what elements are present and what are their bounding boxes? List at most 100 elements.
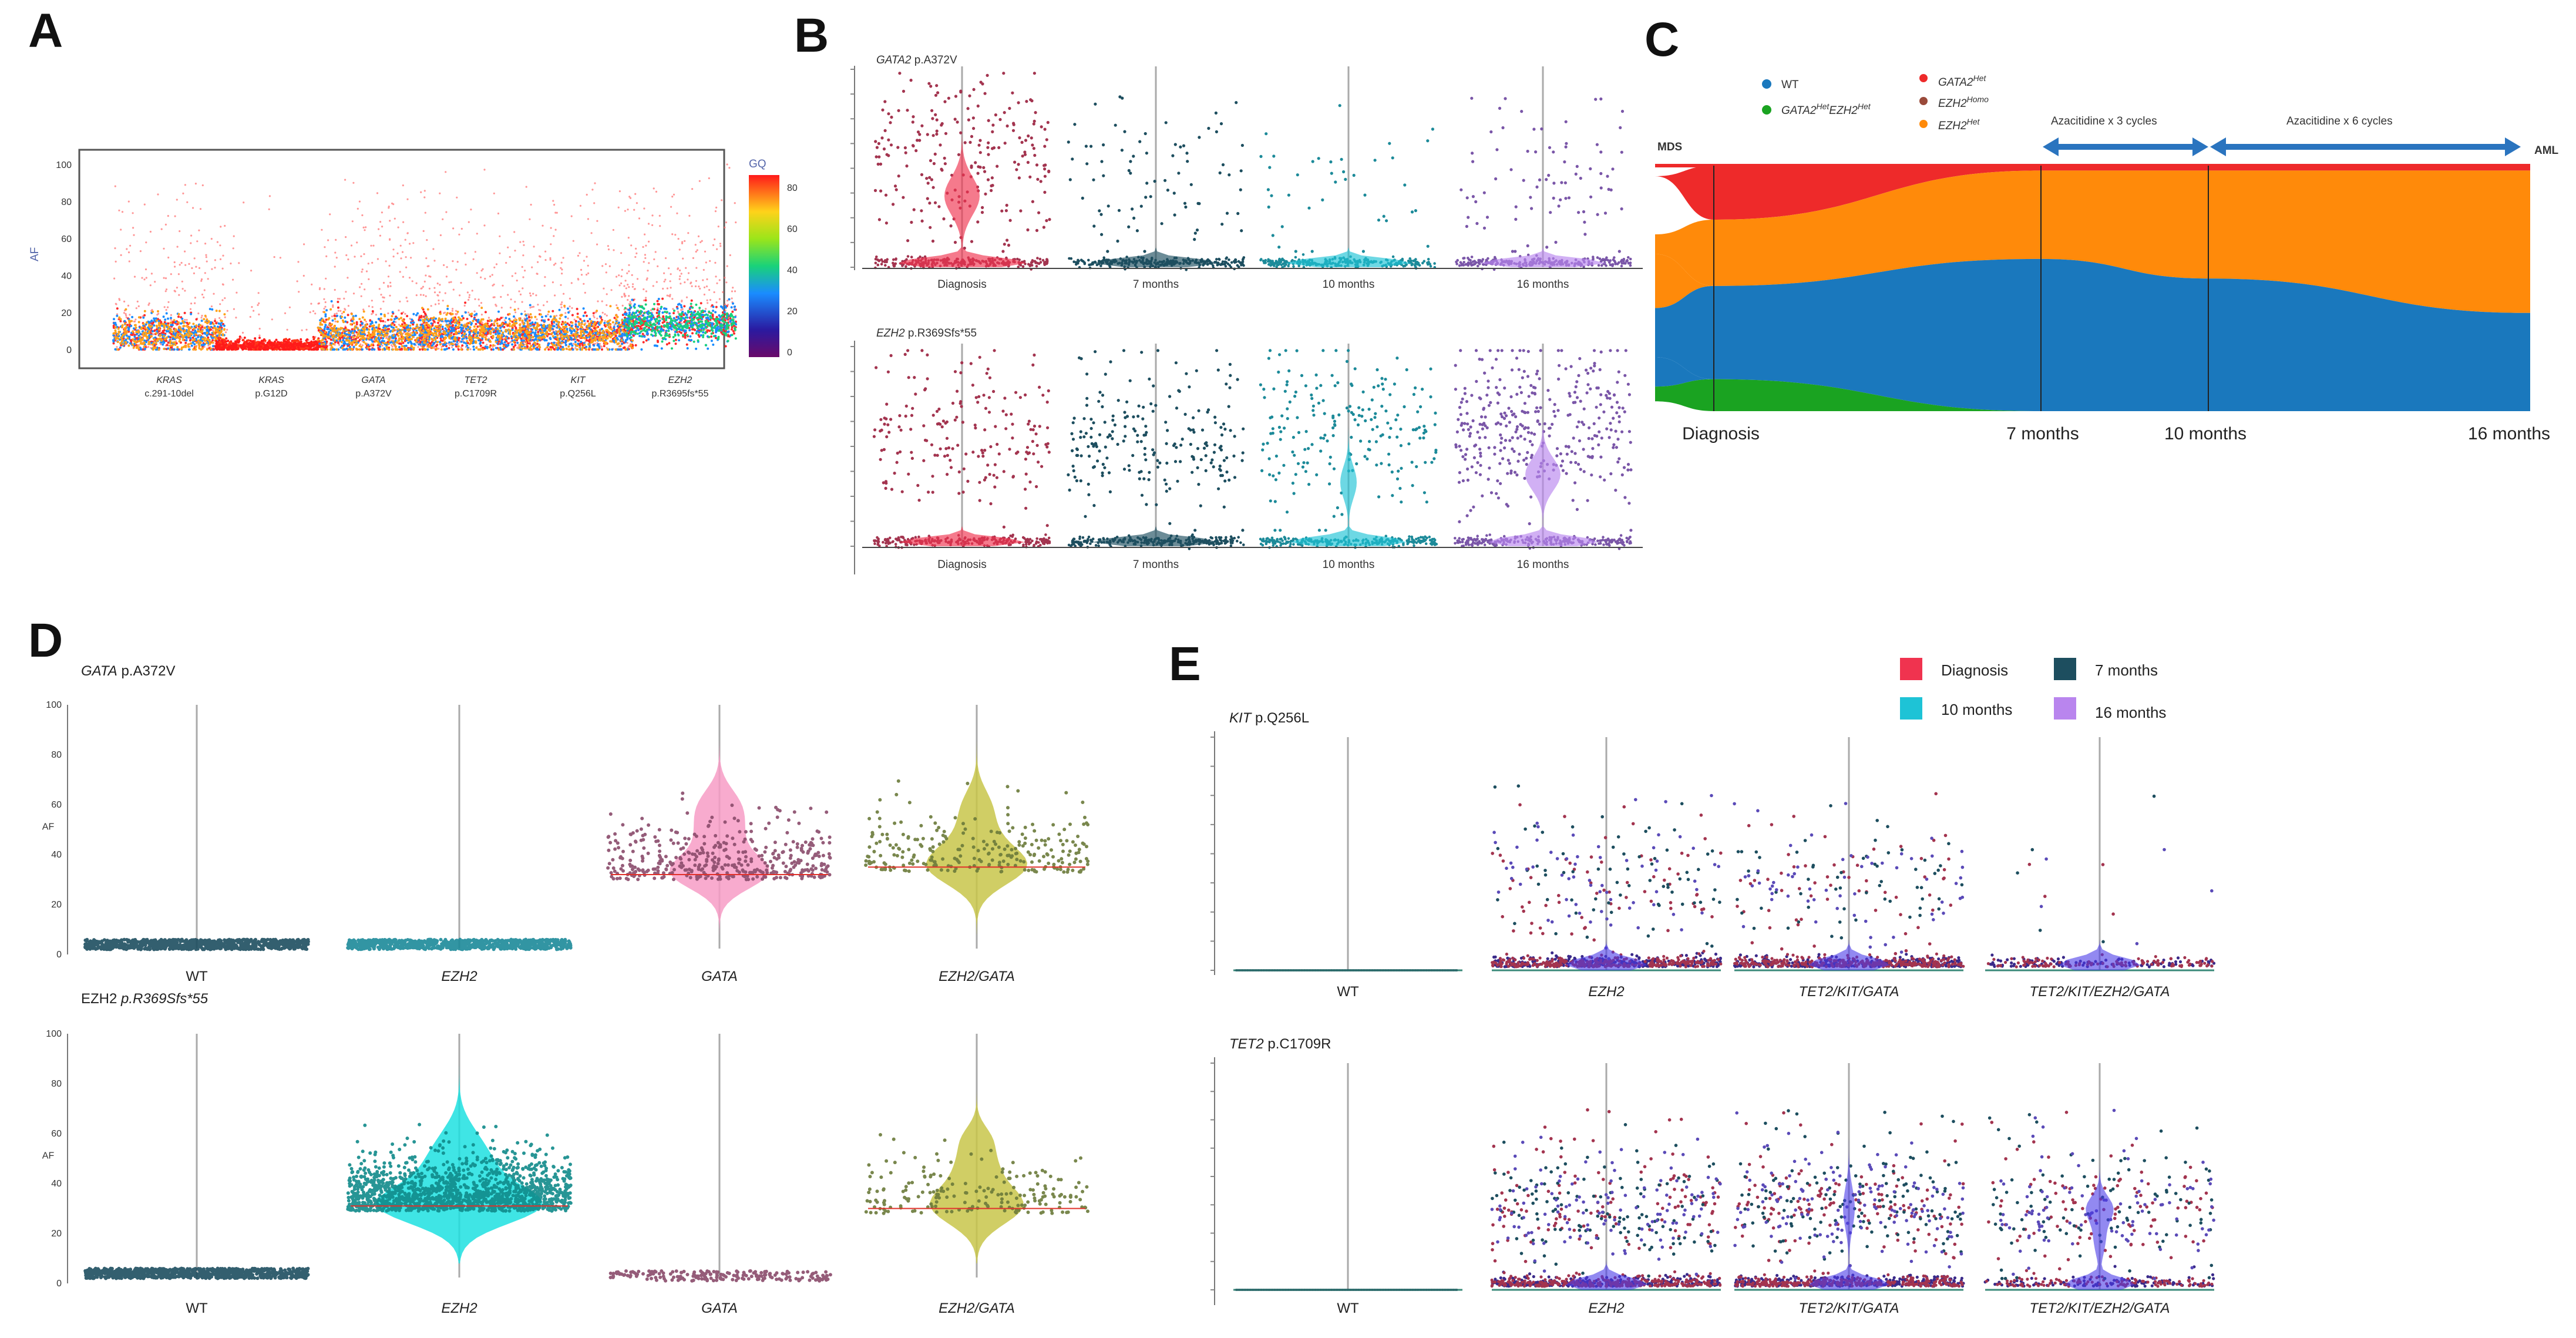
panel-b-scatter-dots <box>1459 96 1625 253</box>
panel-a-band-red-5 <box>623 297 737 348</box>
panel-b-xlabel: 10 months <box>1323 559 1375 571</box>
panel-e-dots-diag <box>1736 792 1953 956</box>
panel-d-dots <box>83 937 310 952</box>
legend-wt: WT <box>1781 79 1799 91</box>
panel-d-xlabel: EZH2/GATA <box>939 969 1015 984</box>
panel-d-xlabel: EZH2 <box>441 969 477 984</box>
panel-d-xlabel: WT <box>186 969 208 984</box>
legend-gata-ezh2: GATA2HetEZH2Het <box>1781 102 1871 117</box>
panel-e-top-plot: WT EZH2 TET2/KIT/GATA TET2/KIT/EZH2/GATA <box>1210 737 2216 1000</box>
panel-e-dots-7m <box>1493 784 1721 948</box>
panel-b-baseline-dots <box>1067 533 1245 550</box>
panel-a-xlabel-variant: p.A372V <box>355 389 392 399</box>
panel-a-dots <box>112 163 737 351</box>
panel-a-xlabel-variant: p.R3695fs*55 <box>652 389 709 399</box>
panel-d-xlabel: WT <box>186 1300 208 1316</box>
panel-a-band-red-4 <box>521 308 635 351</box>
mds-label: MDS <box>1657 141 1682 153</box>
fish-wt-band <box>1655 258 2530 411</box>
panel-b-xlabel: 16 months <box>1517 278 1569 291</box>
panel-e-dots-7m <box>1491 1123 1719 1278</box>
panel-e-base-dots <box>1734 1269 1964 1288</box>
colorbar-title: GQ <box>749 158 766 170</box>
treatment-1-label: Azacitidine x 3 cycles <box>2051 115 2157 127</box>
panel-a: A AF 0 20 40 60 80 100 KRAS c.291-10del KRAS p.G… <box>28 4 798 399</box>
panel-a-band-mix-2 <box>317 308 431 351</box>
panel-d: D GATA p.A372V EZH2 p.R369Sfs*55 AF 0 20 40… <box>28 614 1090 1316</box>
panel-b-letter: B <box>794 9 829 62</box>
panel-c-xlabels: Diagnosis 7 months 10 months 16 months <box>1682 424 2550 443</box>
panel-a-ytick: 60 <box>61 234 72 244</box>
panel-c-xlabel: 16 months <box>2468 424 2550 443</box>
panel-a-xlabel-gene: EZH2 <box>668 375 692 385</box>
panel-b-scatter-dots <box>1454 349 1633 532</box>
panel-d-bottom-title: EZH2 p.R369Sfs*55 <box>81 991 208 1007</box>
panel-e-xlabel: TET2/KIT/GATA <box>1798 984 1899 1000</box>
legend-7months-swatch <box>2054 658 2076 680</box>
panel-e-bottom-title: TET2 p.C1709R <box>1229 1036 1331 1052</box>
panel-a-ytick: 100 <box>56 160 72 170</box>
panel-e-bottom-plot: WT EZH2 TET2/KIT/GATA TET2/KIT/EZH2/GATA <box>1210 1063 2215 1316</box>
panel-c-xlabel: Diagnosis <box>1682 424 1760 443</box>
panel-e-top-title: KIT p.Q256L <box>1229 710 1309 726</box>
panel-d-ytick: 20 <box>51 1229 62 1239</box>
colorbar <box>749 175 779 357</box>
legend-10months: 10 months <box>1941 701 2012 718</box>
panel-c-xlabel: 10 months <box>2164 424 2247 443</box>
panel-e-base-dots <box>1491 1270 1721 1288</box>
panel-a-band-red-2 <box>317 301 431 351</box>
treatment-2-label: Azacitidine x 6 cycles <box>2286 115 2393 127</box>
panel-d-ytick: 80 <box>51 750 62 760</box>
panel-a-xlabel-variant: p.Q256L <box>560 389 596 399</box>
panel-e-xlabel: EZH2 <box>1588 984 1624 1000</box>
panel-a-ytick: 40 <box>61 271 72 281</box>
legend-10months-swatch <box>1900 697 1922 720</box>
panel-a-ylabel: AF <box>29 247 41 261</box>
panel-a-band-mix-3 <box>419 305 533 351</box>
treatment-2-arrow <box>2210 137 2521 156</box>
panel-e-base-dots <box>1985 1269 2214 1288</box>
aml-label: AML <box>2534 144 2559 157</box>
panel-e-base-dots <box>1989 953 2216 969</box>
panel-d-dots <box>864 779 1090 874</box>
panel-a-xlabel-gene: KRAS <box>258 375 284 385</box>
panel-a-band-blue-2 <box>317 300 431 351</box>
panel-a-band-mix-4 <box>521 304 634 351</box>
panel-e-xlabel: TET2/KIT/EZH2/GATA <box>2029 1300 2170 1316</box>
panel-b-bottom-title: EZH2 p.R369Sfs*55 <box>876 327 977 339</box>
colorbar-tick: 0 <box>787 348 792 358</box>
legend-ezh2het-dot <box>1919 120 1928 128</box>
legend-ezh2homo: EZH2Homo <box>1938 95 1989 110</box>
panel-e-base-dots <box>1986 953 2214 969</box>
panel-e: E KIT p.Q256L TET2 p.C1709R Diagnosis 7 … <box>1169 637 2216 1316</box>
panel-b-xlabel: Diagnosis <box>937 559 986 571</box>
legend-diagnosis-swatch <box>1900 658 1922 680</box>
colorbar-tick: 80 <box>787 183 798 193</box>
fish-gata2-band <box>1655 166 2530 220</box>
panel-d-ytick: 100 <box>46 700 62 710</box>
panel-d-dots <box>346 937 573 952</box>
panel-c-xlabel: 7 months <box>2006 424 2079 443</box>
panel-a-scatter-1 <box>220 195 328 350</box>
panel-e-xlabel: TET2/KIT/GATA <box>1798 1300 1899 1316</box>
panel-a-xlabel-gene: KRAS <box>156 375 182 385</box>
panel-d-ytick: 0 <box>56 950 62 960</box>
panel-d-violin <box>376 1058 543 1263</box>
panel-b-scatter-dots <box>1259 104 1434 253</box>
panel-b: B GATA2 p.A372V EZH2 p.R369Sfs*55 Diagno… <box>794 9 1643 574</box>
panel-b-xlabel: Diagnosis <box>937 278 986 291</box>
panel-d-dots <box>606 791 832 882</box>
legend-ezh2het: EZH2Het <box>1938 117 1980 132</box>
panel-d-violin <box>670 729 769 934</box>
panel-a-ytick: 80 <box>61 197 72 207</box>
panel-e-xlabel: EZH2 <box>1588 1300 1624 1316</box>
colorbar-tick: 20 <box>787 307 798 317</box>
panel-b-xlabel: 16 months <box>1517 559 1569 571</box>
panel-e-wt-dots <box>1235 969 1458 971</box>
panel-e-dots-16m <box>2039 848 2214 946</box>
panel-d-top-title: GATA p.A372V <box>81 663 176 679</box>
panel-a-yticks: 0 20 40 60 80 100 <box>56 160 72 355</box>
panel-a-xlabel-gene: TET2 <box>464 375 487 385</box>
legend-gata2: GATA2Het <box>1938 73 1986 89</box>
